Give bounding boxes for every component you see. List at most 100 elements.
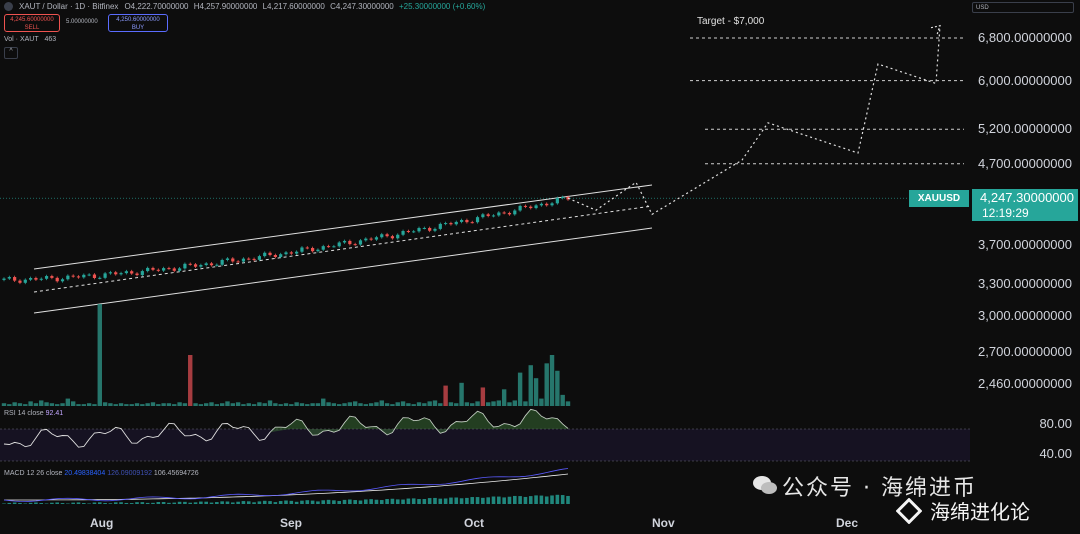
volume-bar — [454, 403, 459, 406]
macd-histogram-bar — [438, 498, 443, 504]
channel-lower-line — [33, 227, 653, 314]
volume-bar — [315, 403, 321, 406]
macd-histogram-bar — [379, 500, 384, 504]
macd-histogram-bar — [161, 502, 166, 504]
macd-histogram-bar — [454, 497, 459, 504]
volume-bar — [368, 403, 374, 406]
macd-histogram-bar — [82, 503, 86, 504]
price-tick-label: 3,000.00000000 — [978, 308, 1072, 324]
volume-value: 463 — [44, 36, 57, 43]
volume-bar — [390, 404, 395, 406]
candle-body — [486, 214, 490, 216]
candle-body — [66, 275, 70, 280]
candle-body — [177, 268, 182, 271]
volume-bar — [203, 403, 209, 406]
volume-bar — [17, 403, 23, 406]
rsi-band — [0, 429, 970, 461]
buy-button[interactable]: 4,250.60000000 BUY — [108, 14, 168, 32]
ohlc-change: +25.30000000 (+0.60%) — [398, 2, 486, 11]
price-tick-label: 4,700.00000000 — [978, 155, 1072, 171]
macd-histogram-bar — [390, 498, 395, 504]
macd-histogram-bar — [332, 500, 336, 504]
volume-bar — [501, 389, 507, 406]
current-symbol-tag: XAUUSD — [909, 190, 969, 207]
macd-histogram-bar — [502, 497, 506, 504]
macd-histogram-bar — [2, 503, 6, 504]
macd-histogram-bar — [209, 502, 214, 504]
macd-histogram-bar — [364, 499, 368, 504]
candle-body — [337, 242, 341, 247]
candle-body — [507, 212, 512, 215]
macd-histogram-bar — [113, 502, 118, 504]
macd-histogram-bar — [119, 502, 123, 504]
volume-bar — [129, 404, 134, 406]
volume-bar — [241, 404, 246, 406]
candle-body — [284, 252, 288, 255]
month-tick-oct: Oct — [464, 516, 485, 530]
volume-bar — [374, 402, 379, 406]
volume-bar — [406, 403, 411, 406]
rsi-params: 14 close — [17, 410, 44, 417]
macd-histogram-bar — [411, 498, 416, 504]
ohlc-close: C4,247.30000000 — [330, 2, 394, 11]
candle-body — [7, 277, 11, 279]
buy-label: BUY — [131, 25, 145, 31]
volume-bar — [140, 404, 145, 406]
macd-histogram-bar — [97, 502, 102, 504]
candle-body — [321, 246, 325, 250]
sell-button[interactable]: 4,245.60000000 SELL — [4, 14, 60, 32]
volume-bar — [305, 404, 310, 406]
volume-bar — [395, 402, 400, 406]
candle-body — [263, 252, 267, 257]
ohlc-open: O4,222.70000000 — [124, 2, 189, 11]
macd-histogram-bar — [76, 502, 81, 504]
volume-bar — [273, 403, 278, 406]
macd-histogram-bar — [18, 502, 22, 504]
collapse-legend-button[interactable]: ^ — [4, 47, 18, 59]
macd-histogram-bar — [66, 503, 70, 504]
volume-bar — [523, 401, 528, 406]
symbol-title[interactable]: XAUT / Dollar · 1D · Bitfinex — [19, 2, 119, 11]
volume-bar — [70, 401, 76, 406]
macd-histogram-bar — [449, 497, 453, 504]
macd-histogram-bar — [560, 495, 565, 504]
volume-bar — [517, 372, 523, 406]
symbol-header: XAUT / Dollar · 1D · Bitfinex O4,222.700… — [4, 2, 488, 11]
macd-histogram-bar — [539, 495, 544, 504]
currency-select[interactable]: USD — [972, 2, 1074, 13]
volume-bar — [379, 400, 384, 406]
candle-body — [502, 212, 506, 214]
rsi-value: 92.41 — [45, 410, 64, 417]
macd-histogram-bar — [486, 497, 490, 504]
macd-histogram-bar — [177, 501, 182, 504]
volume-bar — [161, 403, 166, 406]
volume-bar — [182, 403, 188, 406]
macd-histogram-bar — [103, 503, 107, 504]
volume-bar — [209, 402, 214, 406]
candle-body — [465, 219, 469, 223]
macd-histogram-bar — [172, 502, 177, 504]
macd-histogram-bar — [321, 500, 326, 504]
candle-body — [518, 205, 522, 211]
volume-bar — [294, 402, 299, 406]
volume-bar — [198, 404, 204, 406]
candle-body — [220, 259, 224, 265]
macd-value: 20.49838404 — [64, 470, 106, 477]
candle-body — [231, 258, 235, 262]
macd-histogram-bar — [23, 503, 28, 504]
macd-histogram-bar — [353, 500, 357, 504]
volume-bar — [108, 403, 113, 406]
candle-body — [406, 231, 410, 233]
macd-histogram-bar — [433, 497, 437, 504]
candle-body — [444, 223, 448, 225]
volume-bar — [166, 403, 172, 406]
volume-bar — [283, 403, 289, 406]
volume-bar — [28, 401, 33, 406]
macd-histogram-bar — [443, 498, 448, 504]
volume-bar — [7, 404, 12, 406]
macd-histogram-bar — [401, 499, 405, 504]
volume-bar — [257, 402, 262, 406]
candle-body — [481, 214, 485, 218]
macd-histogram-bar — [50, 502, 54, 504]
